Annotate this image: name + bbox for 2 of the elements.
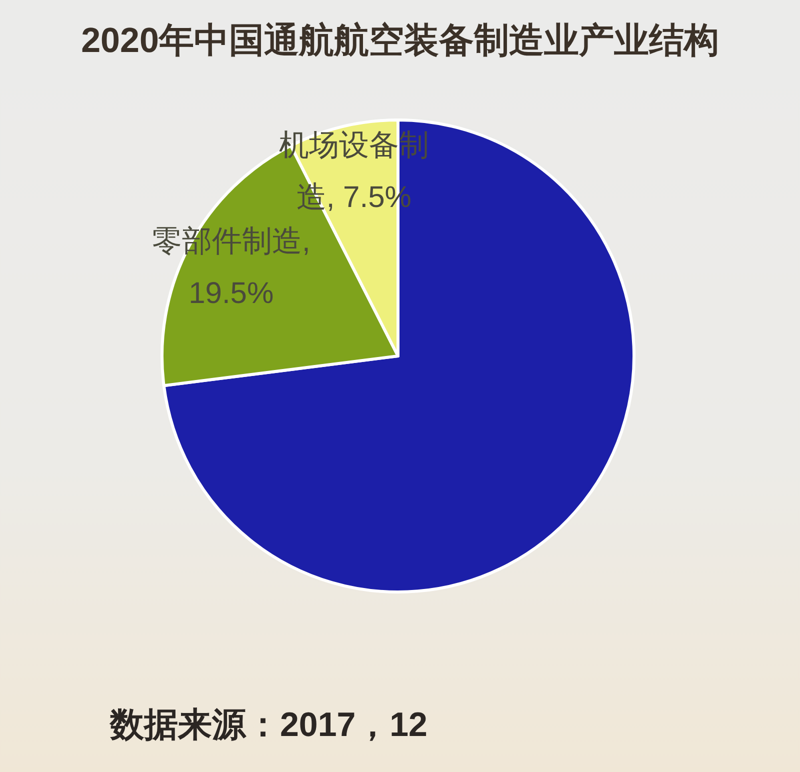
chart-title: 2020年中国通航航空装备制造业产业结构 (81, 21, 719, 60)
source-note: 数据来源：2017，12 (109, 706, 428, 744)
